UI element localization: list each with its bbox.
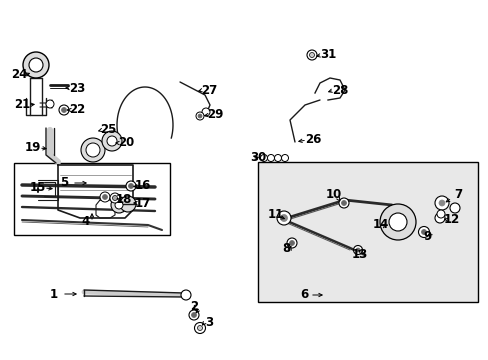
Circle shape [434,196,448,210]
Text: 2: 2 [189,301,198,314]
Circle shape [115,201,123,209]
Circle shape [120,196,136,212]
Circle shape [107,136,117,146]
Circle shape [418,226,428,238]
Text: 13: 13 [351,248,367,261]
Text: 22: 22 [69,104,85,117]
Text: 6: 6 [299,288,307,301]
Text: 28: 28 [331,84,347,96]
Text: 3: 3 [204,315,213,328]
Text: 24: 24 [11,68,27,81]
Circle shape [81,138,105,162]
Circle shape [436,210,444,218]
Text: 12: 12 [443,213,459,226]
Text: 17: 17 [135,198,151,211]
Circle shape [280,215,287,221]
Text: 10: 10 [325,189,342,202]
Circle shape [110,193,120,203]
Text: 26: 26 [304,134,321,147]
Circle shape [202,108,209,116]
Text: 8: 8 [281,242,289,255]
Circle shape [306,50,316,60]
Text: 27: 27 [201,84,217,96]
Circle shape [112,195,117,201]
Text: 18: 18 [116,193,132,207]
Text: 14: 14 [372,219,388,231]
Circle shape [449,203,459,213]
Circle shape [196,112,203,120]
Circle shape [274,154,281,162]
Text: 16: 16 [135,180,151,193]
Text: 21: 21 [14,99,30,112]
Circle shape [338,198,348,208]
Circle shape [276,211,290,225]
Circle shape [126,181,136,191]
Text: 11: 11 [267,208,284,221]
Circle shape [434,213,444,223]
Circle shape [100,192,110,202]
Circle shape [421,230,426,234]
Circle shape [353,246,362,255]
Text: 7: 7 [453,189,461,202]
Circle shape [388,213,406,231]
Circle shape [23,52,49,78]
Bar [14,163,170,235]
Text: 15: 15 [30,181,46,194]
Bar [258,162,477,302]
Circle shape [267,154,274,162]
Text: 29: 29 [206,108,223,121]
Text: 31: 31 [319,49,335,62]
Circle shape [198,114,202,118]
Text: 4: 4 [81,216,90,229]
Circle shape [197,325,202,330]
Circle shape [281,154,288,162]
Circle shape [438,200,444,206]
Circle shape [61,108,66,112]
Circle shape [46,100,54,108]
Text: 30: 30 [249,152,265,165]
Circle shape [289,240,294,246]
Circle shape [260,154,267,162]
Circle shape [181,290,191,300]
Text: 23: 23 [69,81,85,94]
Circle shape [355,248,359,252]
Circle shape [29,58,43,72]
Text: 9: 9 [422,230,430,243]
Text: 19: 19 [25,141,41,154]
Text: 25: 25 [100,123,116,136]
Circle shape [102,194,107,199]
Text: 5: 5 [60,176,68,189]
Circle shape [194,323,205,333]
Circle shape [128,184,133,189]
Circle shape [379,204,415,240]
Circle shape [59,105,69,115]
Text: 20: 20 [118,136,134,149]
Circle shape [189,310,199,320]
Circle shape [286,238,296,248]
Circle shape [191,312,196,318]
Circle shape [111,197,127,213]
Circle shape [341,201,346,206]
Text: 1: 1 [50,288,58,301]
Circle shape [102,131,122,151]
Circle shape [309,53,314,58]
Circle shape [86,143,100,157]
